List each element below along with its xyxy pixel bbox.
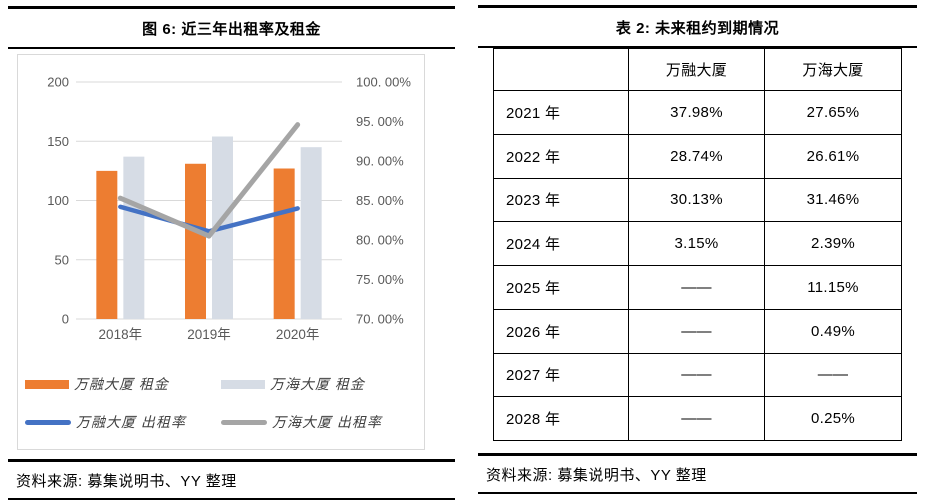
legend-label: 万融大厦 出租率 — [76, 412, 186, 432]
year-cell: 2021 年 — [494, 91, 629, 135]
right-axis-tick: 75. 00% — [356, 272, 404, 287]
right-axis-tick: 80. 00% — [356, 233, 404, 248]
right-axis-tick: 70. 00% — [356, 312, 404, 327]
left-axis-tick: 200 — [47, 75, 69, 90]
year-cell: 2028 年 — [494, 397, 629, 441]
left-axis-tick: 0 — [62, 312, 69, 327]
x-axis-tick: 2018年 — [99, 327, 143, 342]
header-wanhai-cell: 万海大厦 — [765, 49, 902, 91]
year-cell: 2026 年 — [494, 309, 629, 353]
header-empty-cell — [494, 49, 629, 91]
x-axis-labels: 2018年 2019年 2020年 — [99, 327, 320, 342]
legend-item-wanhai-occupancy: 万海大厦 出租率 — [221, 412, 424, 432]
value-cell: 31.46% — [765, 178, 902, 222]
left-axis-tick: 100 — [47, 193, 69, 208]
table-row: 2026 年——0.49% — [494, 309, 902, 353]
right-axis-labels: 100. 00% 95. 00% 90. 00% 85. 00% 80. 00% 75. … — [356, 75, 411, 327]
wanrong-rent-swatch — [25, 380, 69, 389]
bar — [185, 164, 206, 319]
legend-label: 万海大厦 出租率 — [272, 412, 382, 432]
header-wanrong-cell: 万融大厦 — [629, 49, 765, 91]
bar — [96, 171, 117, 319]
value-cell: 30.13% — [629, 178, 765, 222]
figure-source: 资料来源: 募集说明书、YY 整理 — [8, 462, 455, 498]
value-cell: 37.98% — [629, 91, 765, 135]
right-axis-tick: 100. 00% — [356, 75, 411, 90]
table-row: 2025 年——11.15% — [494, 266, 902, 310]
figure-title: 图 6: 近三年出租率及租金 — [8, 9, 455, 47]
value-cell: 0.49% — [765, 309, 902, 353]
right-axis-tick: 95. 00% — [356, 114, 404, 129]
wanhai-occupancy-swatch — [221, 420, 267, 425]
legend-item-wanrong-rent: 万融大厦 租金 — [25, 374, 221, 394]
value-cell: 28.74% — [629, 134, 765, 178]
combo-chart-svg: 200 150 100 50 0 100. 00% 95. 00% 90. 00% 85. 00… — [18, 55, 424, 355]
left-axis-tick: 50 — [55, 252, 69, 267]
value-cell: 11.15% — [765, 266, 902, 310]
year-cell: 2024 年 — [494, 222, 629, 266]
value-cell: —— — [629, 309, 765, 353]
legend-item-wanhai-rent: 万海大厦 租金 — [221, 374, 424, 394]
wanhai-rent-swatch — [221, 380, 265, 389]
wanrong-occupancy-swatch — [25, 420, 71, 425]
legend-item-wanrong-occupancy: 万融大厦 出租率 — [25, 412, 221, 432]
table-row: 2028 年——0.25% — [494, 397, 902, 441]
bar — [301, 147, 322, 319]
value-cell: 2.39% — [765, 222, 902, 266]
value-cell: 0.25% — [765, 397, 902, 441]
table-source: 资料来源: 募集说明书、YY 整理 — [478, 456, 917, 492]
title-rule — [8, 47, 455, 50]
year-cell: 2025 年 — [494, 266, 629, 310]
x-axis-tick: 2020年 — [276, 327, 320, 342]
left-axis-labels: 200 150 100 50 0 — [47, 75, 69, 327]
table-title: 表 2: 未来租约到期情况 — [478, 8, 917, 46]
legend-label: 万海大厦 租金 — [270, 374, 365, 394]
value-cell: 3.15% — [629, 222, 765, 266]
value-cell: —— — [765, 353, 902, 397]
value-cell: —— — [629, 266, 765, 310]
bar — [274, 169, 295, 319]
legend-label: 万融大厦 租金 — [74, 374, 169, 394]
right-axis-tick: 90. 00% — [356, 154, 404, 169]
year-cell: 2022 年 — [494, 134, 629, 178]
table-row: 2027 年———— — [494, 353, 902, 397]
value-cell: 26.61% — [765, 134, 902, 178]
year-cell: 2023 年 — [494, 178, 629, 222]
left-axis-tick: 150 — [47, 134, 69, 149]
table-header-row: 万融大厦 万海大厦 — [494, 49, 902, 91]
right-axis-tick: 85. 00% — [356, 193, 404, 208]
year-cell: 2027 年 — [494, 353, 629, 397]
chart-legend: 万融大厦 租金 万海大厦 租金 万融大厦 出租率 万海大厦 出租率 — [18, 374, 424, 432]
chart-area: 200 150 100 50 0 100. 00% 95. 00% 90. 00% 85. 00… — [17, 54, 425, 450]
bar — [123, 157, 144, 319]
value-cell: 27.65% — [765, 91, 902, 135]
x-axis-tick: 2019年 — [187, 327, 231, 342]
value-cell: —— — [629, 353, 765, 397]
figure-panel: 图 6: 近三年出租率及租金 200 150 100 50 0 100. 00% 95. 0… — [8, 0, 455, 500]
bottom-rule — [478, 492, 917, 495]
value-cell: —— — [629, 397, 765, 441]
